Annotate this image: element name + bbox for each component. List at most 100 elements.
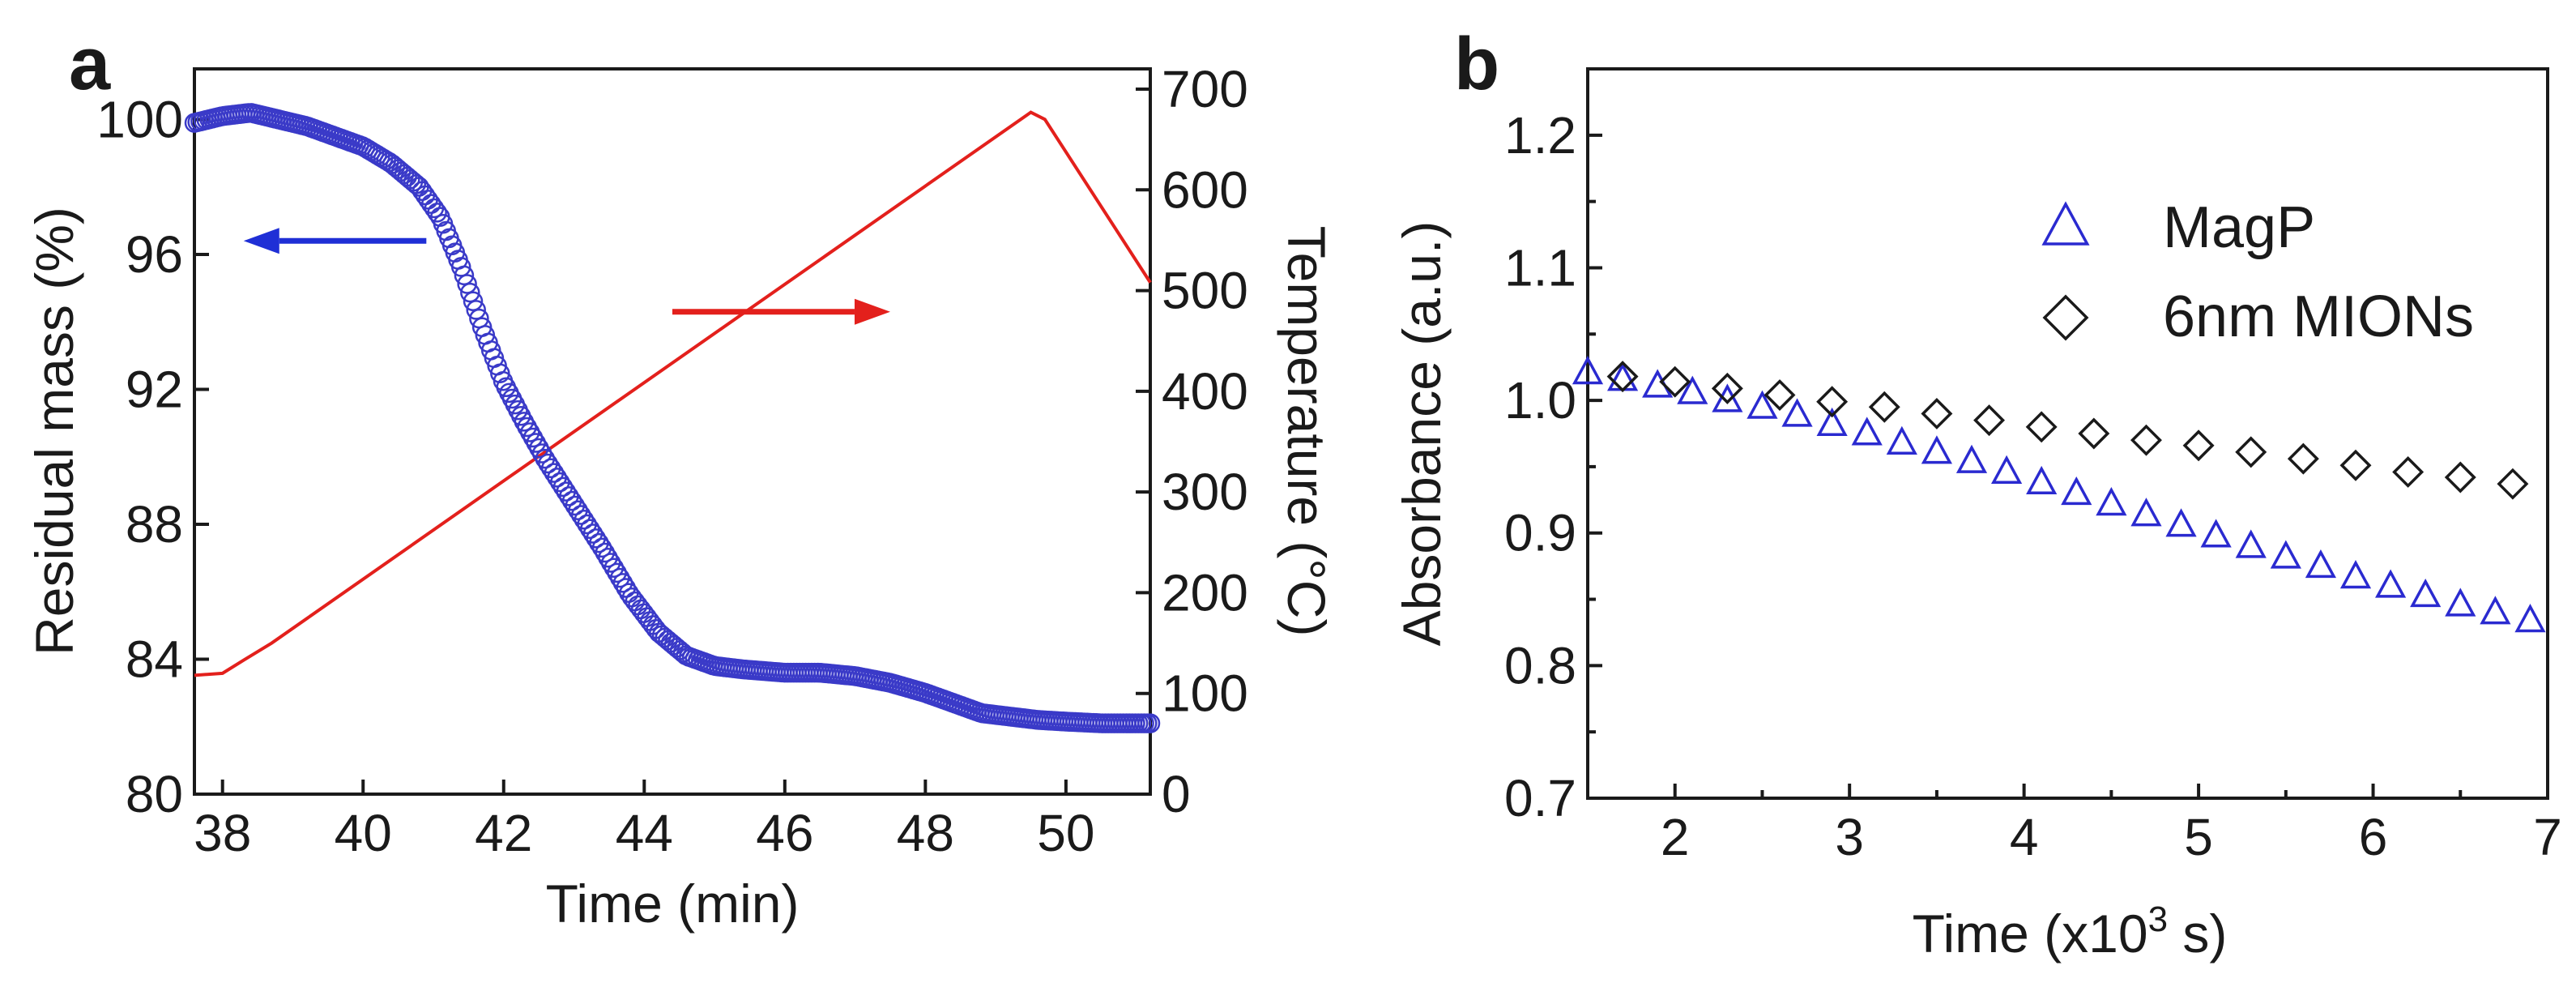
magp-point bbox=[2445, 588, 2476, 617]
magp-point bbox=[1851, 417, 1883, 446]
panel-b-y-tick-label: 0.9 bbox=[1504, 504, 1576, 562]
residual-mass-point bbox=[600, 553, 621, 573]
panel-b-x-axis-title-start: Time (x10 bbox=[1913, 904, 2148, 964]
panel-a-y2-tick-label: 300 bbox=[1162, 463, 1248, 521]
panel-a-x-tick-label: 44 bbox=[616, 804, 673, 862]
magp-point bbox=[2339, 560, 2372, 589]
magp-point bbox=[1606, 362, 1639, 391]
magp-point bbox=[2514, 604, 2546, 633]
panel-a-y-tick-label: 92 bbox=[126, 360, 183, 418]
panel-b-x-axis-title: Time (x103 s) bbox=[1913, 899, 2228, 964]
mions-point bbox=[1659, 365, 1691, 398]
magp-point bbox=[2165, 508, 2197, 537]
residual-mass-point bbox=[607, 562, 627, 583]
mions-point bbox=[2025, 411, 2058, 443]
residual-mass-point bbox=[457, 274, 477, 294]
mions-point bbox=[2287, 442, 2319, 475]
panel-b-label: b bbox=[1454, 23, 1499, 105]
panel-a-y2-tick-label: 700 bbox=[1162, 60, 1248, 118]
magp-point bbox=[1921, 435, 1953, 464]
mions-point bbox=[2130, 424, 2162, 456]
panel-a-x-tick-label: 46 bbox=[756, 804, 813, 862]
panel-a-y2-axis-title: Temperature (°C) bbox=[1277, 226, 1337, 637]
magp-point bbox=[2061, 476, 2092, 506]
residual-mass-point bbox=[589, 532, 609, 553]
panel-b-y-tick-label: 0.7 bbox=[1504, 769, 1576, 827]
panel-b-x-axis-title-superscript: 3 bbox=[2148, 899, 2168, 939]
magp-point bbox=[1677, 375, 1708, 404]
panel-a-ticks: 38 40 42 44 46 48 50 80 84 88 92 96 100 0 100 200 300 400… bbox=[96, 60, 1248, 862]
mions-point bbox=[2392, 455, 2425, 488]
residual-mass-point bbox=[450, 257, 471, 277]
temperature-series bbox=[194, 110, 1152, 677]
magp-point bbox=[2270, 540, 2301, 569]
panel-a-x-tick-label: 48 bbox=[897, 804, 954, 862]
residual-mass-point bbox=[463, 291, 484, 312]
magp-point bbox=[2374, 569, 2407, 598]
mions-point bbox=[1816, 386, 1849, 418]
axis-arrow-head bbox=[854, 298, 890, 325]
legend-marker-magp bbox=[2041, 201, 2090, 246]
magp-point bbox=[1816, 407, 1848, 437]
residual-mass-point bbox=[612, 573, 633, 593]
mions-point bbox=[1868, 391, 1900, 423]
panel-b-x-tick-label: 3 bbox=[1835, 808, 1864, 866]
magp-point bbox=[2130, 498, 2162, 527]
panel-b: b 2 3 4 5 6 7 0.7 0.8 0.9 1.0 1.1 1.2 MagP 6nm MION… bbox=[1392, 23, 2562, 964]
mions-point bbox=[2235, 436, 2267, 468]
magp-point bbox=[1746, 390, 1778, 419]
magp-point bbox=[2480, 596, 2511, 625]
panel-a-x-tick-label: 38 bbox=[194, 804, 251, 862]
residual-mass-point bbox=[535, 448, 556, 469]
mions-point bbox=[2444, 461, 2476, 494]
panel-a-label: a bbox=[69, 23, 111, 105]
panel-a-frame bbox=[193, 67, 1152, 796]
panel-a-y-tick-label: 88 bbox=[126, 495, 183, 553]
magp-point bbox=[1572, 356, 1604, 385]
panel-b-ticks: 2 3 4 5 6 7 0.7 0.8 0.9 1.0 1.1 1.2 bbox=[1504, 106, 2562, 866]
magp-point bbox=[1955, 444, 1988, 473]
panel-b-x-axis-title-end: s) bbox=[2168, 904, 2227, 964]
panel-b-x-tick-label: 4 bbox=[2010, 808, 2039, 866]
mions-point bbox=[1711, 372, 1743, 404]
panel-a-y-tick-label: 96 bbox=[126, 225, 183, 284]
magp-point bbox=[2235, 529, 2267, 558]
mions-point bbox=[1973, 404, 2006, 437]
legend-label-mions: 6nm MIONs bbox=[2163, 284, 2474, 349]
residual-mass-point bbox=[427, 203, 447, 223]
panel-b-y-tick-label: 1.1 bbox=[1504, 238, 1576, 297]
temperature-line bbox=[194, 110, 1152, 677]
mions-point bbox=[2078, 417, 2110, 450]
residual-mass-point bbox=[598, 548, 618, 568]
residual-mass-series bbox=[184, 103, 1161, 733]
panel-b-x-tick-label: 2 bbox=[1661, 808, 1690, 866]
panel-a-y2-tick-label: 600 bbox=[1162, 160, 1248, 219]
residual-mass-point bbox=[454, 265, 475, 286]
panel-a-x-tick-label: 50 bbox=[1037, 804, 1094, 862]
panel-b-x-tick-label: 5 bbox=[2184, 808, 2213, 866]
magp-point bbox=[1712, 383, 1743, 412]
legend-marker-mions bbox=[2042, 294, 2089, 341]
residual-mass-point bbox=[603, 558, 625, 578]
mions-point bbox=[2497, 468, 2529, 500]
panel-b-frame bbox=[1586, 67, 2549, 800]
panel-a-y2-tick-label: 400 bbox=[1162, 362, 1248, 421]
legend-label-magp: MagP bbox=[2163, 195, 2315, 260]
mions-point bbox=[2182, 429, 2215, 462]
panel-a-y-tick-label: 100 bbox=[96, 90, 183, 148]
mions-point bbox=[1921, 397, 1953, 429]
panel-a-y-axis-title: Residual mass (%) bbox=[24, 207, 84, 656]
axis-arrow-head bbox=[243, 228, 279, 254]
mions-point bbox=[1764, 379, 1796, 412]
panel-b-y-axis-title: Absorbance (a.u.) bbox=[1392, 221, 1452, 647]
residual-mass-point bbox=[610, 567, 630, 588]
panel-a: a 38 40 42 44 46 48 50 80 84 88 92 96 100 0 100 200 300 4… bbox=[24, 23, 1337, 934]
legend: MagP 6nm MIONs bbox=[2041, 195, 2474, 349]
panel-a-x-tick-label: 42 bbox=[475, 804, 532, 862]
panel-b-x-tick-label: 6 bbox=[2359, 808, 2388, 866]
panel-b-points bbox=[1572, 356, 2546, 633]
panel-a-x-axis-title: Time (min) bbox=[546, 874, 800, 934]
mions-point bbox=[1606, 361, 1639, 393]
panel-a-y2-tick-label: 0 bbox=[1162, 765, 1191, 823]
